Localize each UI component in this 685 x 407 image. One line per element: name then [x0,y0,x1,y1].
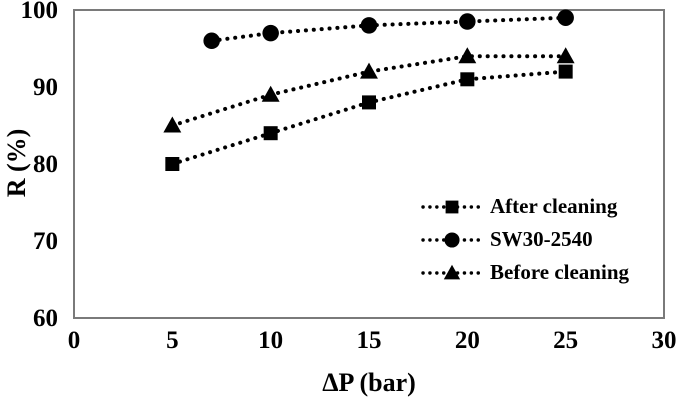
data-point-sw30-2540 [459,13,476,30]
y-axis-title: R (%) [2,128,31,198]
legend-item-after-cleaning: After cleaning [420,190,629,223]
y-tick-label: 90 [33,74,58,101]
x-tick-label: 0 [67,327,81,354]
plot-border [73,9,665,319]
legend-marker-shape [444,231,460,248]
data-point-after-cleaning [460,72,475,87]
data-point-sw30-2540 [557,9,574,26]
data-point-sw30-2540 [262,24,279,42]
legend-item-before-cleaning: Before cleaning [420,256,629,289]
legend-item-sw30-2540: SW30-2540 [420,223,629,256]
x-tick-label: 15 [356,327,382,354]
data-point-sw30-2540 [203,32,220,50]
series-line-after-cleaning [170,69,568,166]
data-point-before-cleaning [163,116,182,133]
y-tick-label: 60 [33,305,58,332]
legend-marker-shape [445,200,459,213]
legend: After cleaning SW30-2540 Before cleaning [420,190,629,289]
data-point-after-cleaning [558,64,573,79]
y-tick-label: 80 [33,151,58,178]
data-point-after-cleaning [165,157,180,171]
x-tick-label: 10 [258,327,284,354]
data-point-before-cleaning [360,62,378,79]
data-point-after-cleaning [362,95,376,110]
legend-triangle-marker-icon [421,264,483,279]
data-point-after-cleaning [263,126,278,141]
data-point-before-cleaning [458,47,477,64]
x-tick-label: 20 [454,327,480,354]
x-tick-label: 5 [166,327,179,354]
legend-label: Before cleaning [490,260,630,284]
x-tick-label: 25 [553,327,579,354]
y-tick-label: 100 [20,0,59,24]
legend-label: SW30-2540 [490,227,593,251]
legend-marker-shape [443,264,461,279]
x-tick-label: 30 [651,327,677,354]
data-point-sw30-2540 [360,17,378,34]
y-tick-label: 70 [33,228,58,255]
legend-label: After cleaning [490,194,618,218]
legend-circle-marker-icon [421,231,483,248]
data-point-before-cleaning [261,85,280,102]
x-axis-title: ΔP (bar) [322,368,416,397]
legend-square-marker-icon [421,200,483,213]
data-point-before-cleaning [556,47,575,64]
